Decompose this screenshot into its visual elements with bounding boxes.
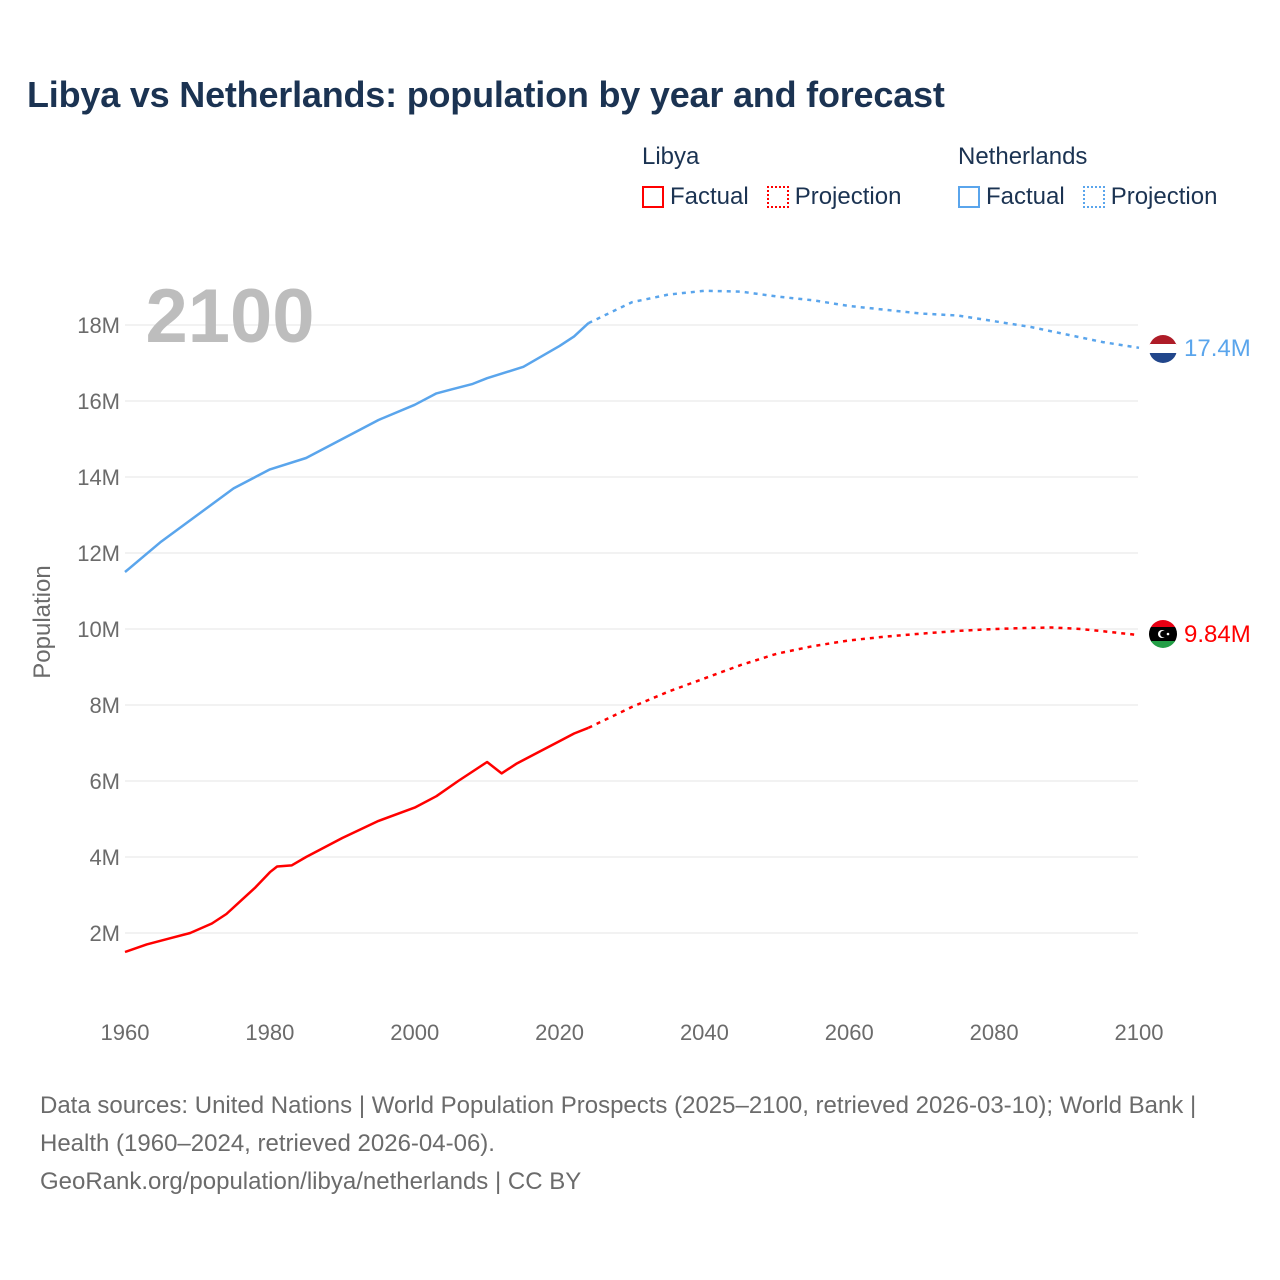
solid-swatch-icon bbox=[958, 186, 980, 208]
y-tick-label: 2M bbox=[89, 921, 120, 946]
legend-netherlands: Netherlands Factual Projection bbox=[958, 143, 1235, 211]
legend-libya: Libya Factual Projection bbox=[642, 143, 919, 211]
x-tick-label: 2060 bbox=[825, 1020, 874, 1045]
y-axis-label: Population bbox=[29, 565, 56, 678]
libya-projection-line bbox=[587, 626, 1140, 729]
dotted-swatch-icon bbox=[766, 186, 789, 208]
y-tick-label: 4M bbox=[89, 845, 120, 870]
libya-end-label: 9.84M bbox=[1184, 621, 1251, 648]
data-sources: Data sources: United Nations | World Pop… bbox=[40, 1092, 1197, 1157]
dotted-swatch-icon bbox=[1082, 186, 1105, 208]
solid-swatch-icon bbox=[642, 186, 664, 208]
legend-group-label: Netherlands bbox=[958, 143, 1088, 170]
y-tick-label: 18M bbox=[77, 313, 120, 338]
x-tick-label: 2100 bbox=[1115, 1020, 1164, 1045]
y-tick-label: 8M bbox=[89, 693, 120, 718]
libya-flag-icon bbox=[1149, 620, 1177, 648]
chart-title: Libya vs Netherlands: population by year… bbox=[27, 74, 945, 115]
legend-label: Factual bbox=[670, 183, 749, 210]
footer: Data sources: United Nations | World Pop… bbox=[40, 1087, 1240, 1201]
y-tick-label: 12M bbox=[77, 541, 120, 566]
source-link[interactable]: GeoRank.org/population/libya/netherlands… bbox=[40, 1168, 582, 1195]
y-tick-label: 14M bbox=[77, 465, 120, 490]
legend-netherlands-projection[interactable]: Projection bbox=[1082, 183, 1218, 211]
netherlands-end-label: 17.4M bbox=[1184, 335, 1251, 362]
netherlands-flag-icon bbox=[1149, 335, 1177, 363]
x-tick-label: 2080 bbox=[970, 1020, 1019, 1045]
x-tick-label: 1980 bbox=[245, 1020, 294, 1045]
legend-libya-projection[interactable]: Projection bbox=[766, 183, 902, 211]
year-overlay: 2100 bbox=[145, 274, 314, 359]
legend-group-label: Libya bbox=[642, 143, 700, 170]
x-tick-label: 2000 bbox=[390, 1020, 439, 1045]
y-tick-label: 6M bbox=[89, 769, 120, 794]
legend-libya-factual[interactable]: Factual bbox=[642, 183, 749, 211]
libya-factual-line bbox=[124, 726, 589, 954]
x-tick-label: 2040 bbox=[680, 1020, 729, 1045]
legend-label: Factual bbox=[986, 183, 1065, 210]
x-tick-label: 1960 bbox=[101, 1020, 150, 1045]
legend-label: Projection bbox=[794, 183, 902, 210]
netherlands-factual-line bbox=[124, 322, 590, 573]
legend-label: Projection bbox=[1110, 183, 1218, 210]
legend-netherlands-factual[interactable]: Factual bbox=[958, 183, 1065, 211]
netherlands-projection-line bbox=[587, 289, 1140, 350]
y-tick-label: 16M bbox=[77, 389, 120, 414]
x-tick-label: 2020 bbox=[535, 1020, 584, 1045]
y-tick-label: 10M bbox=[77, 617, 120, 642]
line-chart: 2M 4M 6M 8M 10M 12M 14M 16M 18M 1960 1980 2000 2020 2… bbox=[29, 274, 1251, 1045]
